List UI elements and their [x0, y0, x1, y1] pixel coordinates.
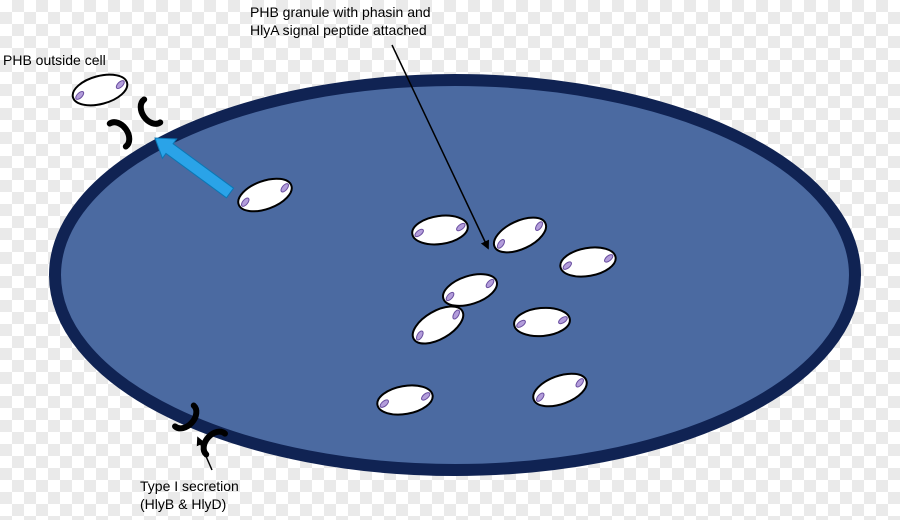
label-type1-secretion: Type I secretion (HlyB & HlyD)	[140, 478, 239, 513]
label-phb-outside: PHB outside cell	[3, 52, 106, 70]
label-phb-granule: PHB granule with phasin and HlyA signal …	[250, 4, 431, 39]
secretion-pore-top	[110, 99, 160, 146]
diagram-svg	[0, 0, 900, 520]
phb-granule	[69, 69, 130, 111]
